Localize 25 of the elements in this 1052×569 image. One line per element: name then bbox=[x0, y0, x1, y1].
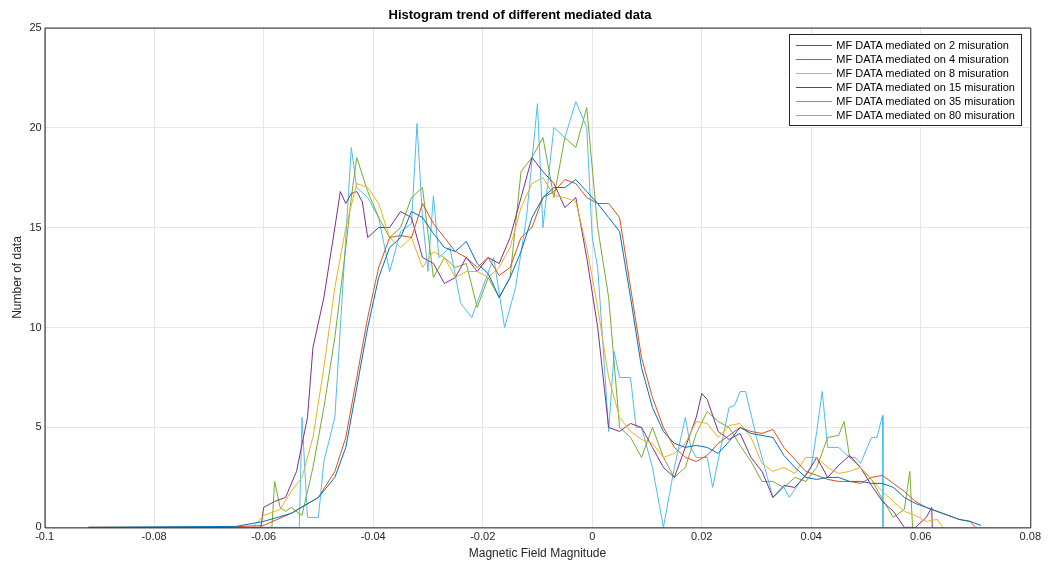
x-tick-label: -0.1 bbox=[35, 530, 55, 543]
x-axis-title: Magnetic Field Magnitude bbox=[468, 546, 607, 561]
legend-label: MF DATA mediated on 80 misuration bbox=[836, 108, 1015, 122]
legend-label: MF DATA mediated on 2 misuration bbox=[836, 38, 1009, 52]
x-tick-label: 0 bbox=[589, 530, 596, 543]
y-tick-label: 5 bbox=[35, 420, 42, 433]
x-tick-label: 0.04 bbox=[800, 530, 822, 543]
x-tick-label: -0.04 bbox=[360, 530, 386, 543]
y-tick-label: 0 bbox=[35, 520, 42, 533]
x-tick-label: -0.08 bbox=[141, 530, 167, 543]
x-tick-label: 0.06 bbox=[910, 530, 932, 543]
x-tick-label: 0.02 bbox=[691, 530, 713, 543]
x-tick-label: -0.02 bbox=[470, 530, 496, 543]
x-tick-label: 0.08 bbox=[1019, 530, 1042, 543]
x-tick-label: -0.06 bbox=[251, 530, 277, 543]
legend-label: MF DATA mediated on 15 misuration bbox=[836, 80, 1015, 94]
legend-label: MF DATA mediated on 8 misuration bbox=[836, 66, 1009, 80]
y-tick-label: 20 bbox=[29, 120, 42, 133]
legend-label: MF DATA mediated on 4 misuration bbox=[836, 52, 1009, 66]
chart-title: Histogram trend of different mediated data bbox=[388, 7, 653, 23]
y-tick-label: 15 bbox=[29, 220, 42, 233]
y-tick-label: 10 bbox=[29, 320, 42, 333]
y-axis-title: Number of data bbox=[9, 235, 24, 319]
y-tick-label: 25 bbox=[29, 20, 42, 33]
legend-label: MF DATA mediated on 35 misuration bbox=[836, 94, 1015, 108]
